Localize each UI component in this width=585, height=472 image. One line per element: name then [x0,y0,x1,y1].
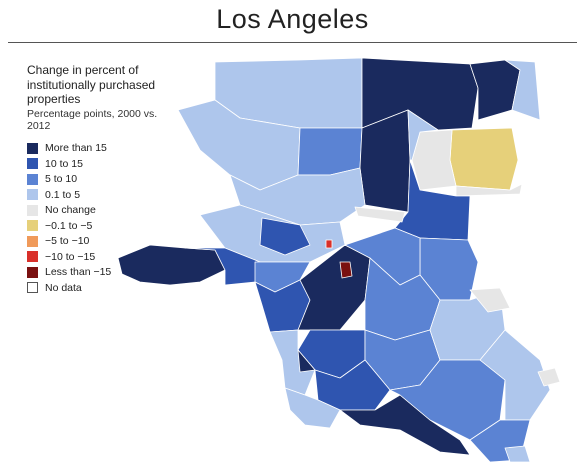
region-desert-lake [354,206,406,223]
legend-item-less-than-neg-15: Less than −15 [27,265,167,281]
region-inglewood [297,349,316,373]
legend-label: 5 to 10 [45,173,78,186]
region-catalina-edge [504,445,531,463]
region-east-desert-strip [455,183,523,197]
region-lakewood-cerritos [389,359,506,441]
legend-label: Less than −15 [45,266,112,279]
legend-swatch [27,204,38,216]
legend-swatch [27,251,38,263]
legend-item-no-data: No data [27,280,167,296]
map-title: Los Angeles [216,4,369,34]
legend-label: 0.1 to 5 [45,188,81,201]
map-legend: Change in percent of institutionally pur… [27,63,167,296]
region-long-beach [339,394,471,456]
legend-item-5-to-10: 5 to 10 [27,172,167,188]
region-northeast-edge [504,59,541,121]
region-unincorporated-grey [411,129,457,191]
legend-swatch [27,189,38,201]
title-divider [8,42,577,43]
legend-swatch [27,220,38,232]
legend-label: No change [45,204,96,217]
legend-label: −0.1 to −5 [45,219,93,232]
legend-item-neg-10-to-neg-15: −10 to −15 [27,249,167,265]
region-southeast-grey [537,367,561,387]
legend-item-neg-5-to-neg-10: −5 to −10 [27,234,167,250]
region-downtown-red-small [325,239,333,249]
legend-swatch [27,266,38,278]
legend-item-no-change: No change [27,203,167,219]
legend-swatch [27,158,38,170]
legend-items: More than 15 10 to 15 5 to 10 0.1 to 5 N… [27,141,167,296]
legend-subtitle: Percentage points, 2000 vs. 2012 [27,107,158,133]
legend-item-0-1-to-5: 0.1 to 5 [27,187,167,203]
legend-item-more-than-15: More than 15 [27,141,167,157]
legend-label: No data [45,281,82,294]
region-palmdale-northeast [449,127,519,191]
region-palos-verdes [284,387,341,429]
legend-swatch [27,282,38,294]
region-acton [297,127,363,176]
region-whittier-east [479,329,551,421]
region-pomona-grey [469,287,511,313]
legend-label: More than 15 [45,142,107,155]
legend-swatch [27,173,38,185]
legend-swatch [27,235,38,247]
legend-swatch [27,142,38,154]
legend-label: −10 to −15 [45,250,96,263]
region-coastal-south-bay [269,329,316,396]
legend-label: 10 to 15 [45,157,83,170]
region-littlerock [407,109,439,161]
legend-item-10-to-15: 10 to 15 [27,156,167,172]
legend-title: Change in percent of institutionally pur… [27,63,156,106]
region-sfv-dark-north [259,217,311,256]
region-downtown-red [339,261,353,279]
legend-item-neg-0-1-to-neg-5: −0.1 to −5 [27,218,167,234]
region-malibu-east [184,247,261,286]
legend-label: −5 to −10 [45,235,90,248]
region-malibu-west [117,244,226,286]
